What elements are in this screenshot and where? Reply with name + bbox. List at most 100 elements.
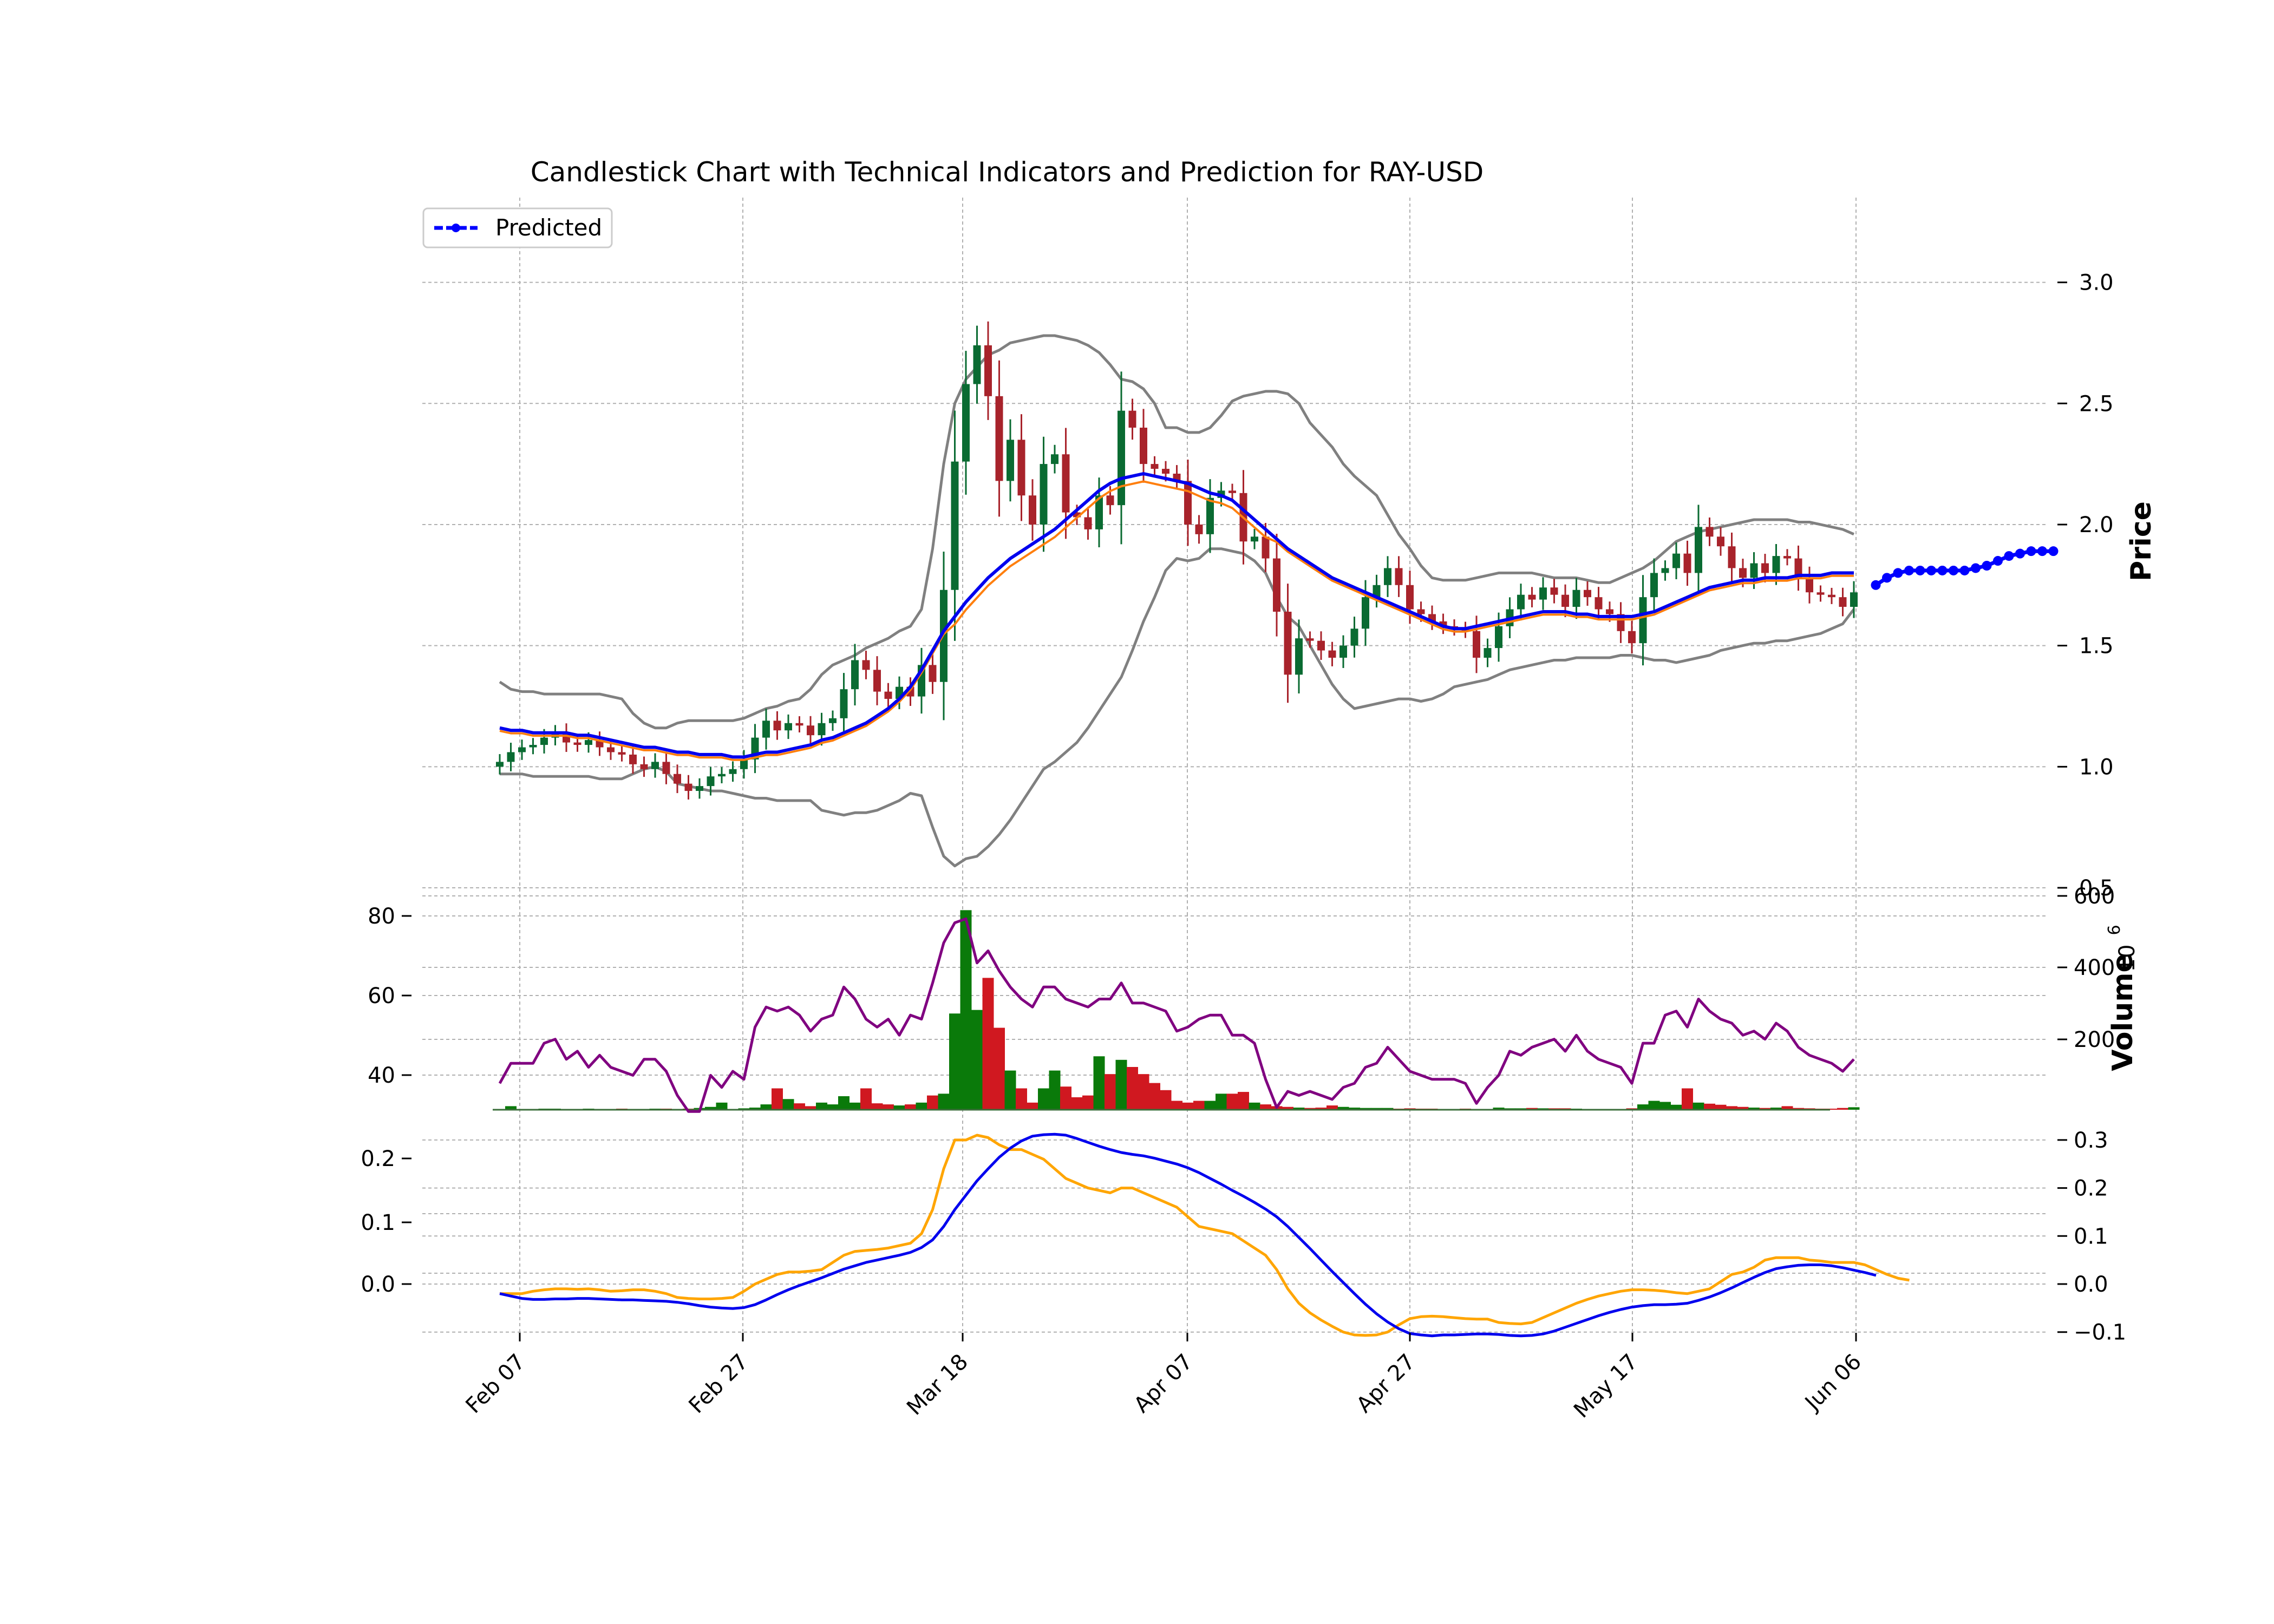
volume-bar-24	[760, 1104, 772, 1110]
candle-body-25	[773, 721, 781, 731]
x-tick-0: Feb 07	[461, 1350, 530, 1419]
predicted-point-2	[1893, 568, 1903, 578]
volume-bar-62	[1182, 1102, 1194, 1110]
candle-body-10	[607, 747, 615, 752]
candle-body-72	[1295, 638, 1303, 675]
candle-body-103	[1639, 597, 1647, 644]
candle-body-46	[1007, 440, 1014, 481]
volume-bar-112	[1737, 1106, 1749, 1110]
volume-bar-34	[871, 1103, 883, 1110]
macd-left-tick-2: 0.2	[361, 1147, 395, 1171]
candle-body-75	[1328, 650, 1336, 658]
chart-title: Candlestick Chart with Technical Indicat…	[531, 156, 1484, 188]
predicted-point-12	[2004, 551, 2014, 561]
volume-bar-35	[883, 1104, 894, 1110]
candle-body-43	[973, 345, 981, 384]
candle-body-68	[1251, 536, 1258, 542]
volume-bar-54	[1093, 1056, 1105, 1110]
volume-bar-109	[1704, 1103, 1715, 1110]
candle-body-11	[618, 752, 626, 755]
predicted-point-3	[1904, 565, 1914, 575]
volume-bar-19	[705, 1106, 716, 1110]
predicted-point-15	[2037, 546, 2047, 556]
predicted-point-7	[1949, 565, 1958, 575]
predicted-point-11	[1993, 556, 2003, 566]
candle-body-27	[795, 723, 803, 726]
volume-bar-66	[1226, 1093, 1238, 1110]
volume-bar-58	[1138, 1074, 1149, 1110]
volume-bar-90	[1493, 1108, 1505, 1110]
candle-body-21	[729, 769, 737, 774]
candle-body-100	[1606, 609, 1613, 614]
candle-body-32	[851, 660, 859, 690]
volume-bar-37	[905, 1104, 916, 1110]
candle-body-58	[1140, 428, 1147, 464]
volume-bar-71	[1282, 1106, 1293, 1110]
candle-body-120	[1828, 594, 1835, 598]
volume-bar-77	[1349, 1108, 1360, 1110]
macd-right-tick-2: 0.1	[2074, 1224, 2108, 1249]
candle-body-29	[818, 723, 826, 736]
x-tick-6: Jun 06	[1799, 1350, 1866, 1417]
volume-bar-53	[1082, 1095, 1094, 1110]
moving-averages	[499, 472, 1854, 761]
candle-body-99	[1595, 597, 1603, 610]
price-tick-2: 1.5	[2079, 634, 2114, 659]
candle-body-76	[1339, 645, 1347, 658]
candle-body-30	[829, 718, 837, 723]
volume-bar-115	[1770, 1108, 1782, 1110]
volume-bar-116	[1781, 1106, 1793, 1110]
predicted-point-10	[1982, 561, 1992, 571]
candle-body-34	[873, 670, 881, 692]
macd-line	[499, 1132, 1877, 1338]
volume-bar-72	[1293, 1108, 1305, 1110]
x-tick-1: Feb 27	[684, 1350, 753, 1419]
candle-body-116	[1783, 556, 1791, 559]
volume-bar-46	[1004, 1070, 1016, 1110]
candle-body-70	[1273, 558, 1280, 612]
candle-body-121	[1839, 597, 1847, 607]
volume-bar-50	[1049, 1070, 1061, 1110]
volume-bar-31	[838, 1096, 850, 1110]
candle-body-44	[984, 345, 992, 396]
candle-body-26	[785, 723, 792, 731]
volume-bar-69	[1260, 1104, 1271, 1110]
volume-bar-1	[505, 1106, 517, 1110]
candle-body-12	[629, 754, 637, 764]
price-tick-4: 2.5	[2079, 391, 2114, 416]
volume-bar-23	[749, 1108, 761, 1110]
legend-predicted-label: Predicted	[495, 214, 602, 241]
volume-bar-25	[772, 1088, 783, 1110]
macd-right-tick-4: 0.3	[2074, 1128, 2108, 1153]
ma-primary-line	[499, 472, 1854, 759]
volume-bar-68	[1249, 1102, 1260, 1110]
candle-body-105	[1661, 568, 1669, 573]
candle-body-78	[1362, 597, 1369, 629]
volume-bar-120	[1826, 1109, 1838, 1110]
legend-frame	[422, 207, 613, 248]
predicted-point-16	[2048, 546, 2059, 556]
candle-body-95	[1550, 587, 1558, 595]
candle-body-53	[1084, 517, 1092, 529]
candle-body-51	[1062, 454, 1070, 513]
tick-labels: 0.5 1.0 1.5 2.0 2.5 3.0 200 400 600 40 60 80 0.0 0.1 0…	[361, 271, 2126, 1423]
candle-body-4	[540, 737, 548, 745]
rsi-tick-1: 60	[368, 984, 395, 1009]
volume-bar-20	[716, 1102, 728, 1110]
candle-body-79	[1373, 585, 1381, 598]
x-tick-2: Mar 18	[902, 1350, 973, 1420]
price-tick-1: 1.0	[2079, 755, 2114, 780]
candle-body-90	[1495, 626, 1502, 649]
predicted-point-9	[1971, 563, 1981, 573]
volume-bar-104	[1648, 1101, 1660, 1110]
candle-body-22	[740, 759, 748, 769]
price-tick-0: 0.5	[2079, 876, 2114, 901]
candle-body-28	[807, 725, 814, 736]
volume-bar-30	[827, 1104, 839, 1110]
candle-body-118	[1806, 578, 1813, 593]
candle-body-80	[1384, 568, 1391, 585]
candle-body-74	[1317, 640, 1325, 651]
volume-bar-42	[960, 910, 972, 1110]
volume-bar-80	[1382, 1108, 1394, 1110]
candle-body-52	[1073, 512, 1081, 518]
